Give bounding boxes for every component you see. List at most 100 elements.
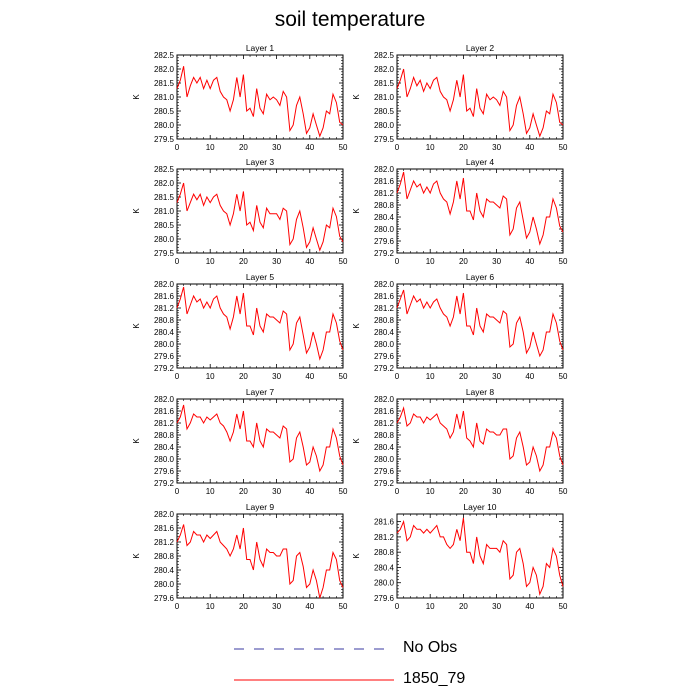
y-tick-label: 281.6 [374,177,395,186]
x-tick-label: 0 [175,143,180,152]
plot-frame [176,398,344,484]
y-tick-label: 280.0 [154,580,175,589]
y-tick-label: 282.0 [374,280,395,289]
y-tick-label: 280.4 [154,328,175,337]
x-tick-label: 30 [492,257,501,266]
series-line-layer-6 [396,289,564,358]
y-tick-label: 280.5 [154,107,175,116]
y-tick-label: 280.8 [374,316,395,325]
x-tick-label: 40 [525,487,534,496]
y-tick-label: 281.2 [154,304,175,313]
y-tick-label: 280.8 [374,201,395,210]
plot-frame [396,398,564,484]
x-tick-label: 10 [206,372,215,381]
plot-frame [176,513,344,599]
x-tick-label: 20 [459,143,468,152]
plot-frame [396,168,564,254]
y-tick-label: 279.6 [154,594,175,603]
y-tick-label: 281.6 [154,407,175,416]
legend-swatch-no-obs [234,648,394,650]
plot-frame [396,513,564,599]
y-axis-label: K [352,438,361,444]
x-tick-label: 50 [339,257,348,266]
x-tick-label: 10 [426,487,435,496]
panel-title: Layer 1 [246,43,275,53]
panel-layer-8: Layer 8 K 279.2 279.6 280.0 280.4 280.8 281.2 28… [352,387,568,496]
y-axis-label: K [352,553,361,559]
y-tick-label: 280.8 [154,552,175,561]
y-tick-label: 279.2 [154,479,175,488]
y-tick-label: 280.0 [154,235,175,244]
y-tick-label: 282.0 [154,65,175,74]
y-tick-label: 280.8 [154,431,175,440]
y-tick-label: 279.6 [374,467,395,476]
panel-title: Layer 3 [246,157,275,167]
x-tick-label: 0 [395,257,400,266]
y-tick-label: 281.0 [374,93,395,102]
y-tick-label: 279.2 [154,364,175,373]
panel-layer-7: Layer 7 K 279.2 279.6 280.0 280.4 280.8 281.2 28… [132,387,348,496]
x-tick-label: 10 [206,487,215,496]
y-tick-label: 280.0 [374,121,395,130]
y-tick-label: 282.0 [154,510,175,519]
x-tick-label: 20 [459,487,468,496]
panel-layer-6: Layer 6 K 279.2 279.6 280.0 280.4 280.8 281.2 28… [352,272,568,381]
series-line-layer-4 [396,171,564,246]
panel-title: Layer 6 [466,272,495,282]
y-axis-label: K [132,553,141,559]
y-axis-label: K [132,323,141,329]
y-tick-label: 280.0 [374,579,395,588]
y-tick-label: 281.6 [154,524,175,533]
y-tick-label: 280.4 [154,443,175,452]
panel-layer-9: Layer 9 K 279.6 280.0 280.4 280.8 281.2 281.6 28… [132,502,348,611]
y-tick-label: 282.0 [374,395,395,404]
x-tick-label: 10 [426,143,435,152]
y-tick-label: 280.5 [374,107,395,116]
x-tick-label: 20 [239,372,248,381]
legend-label-no-obs: No Obs [403,639,458,656]
x-tick-label: 40 [305,487,314,496]
plot-frame [396,54,564,140]
x-tick-label: 40 [305,602,314,611]
y-tick-label: 281.0 [154,207,175,216]
y-tick-label: 280.0 [154,340,175,349]
panel-title: Layer 8 [466,387,495,397]
legend-swatch-1850-79 [234,679,394,681]
y-tick-label: 279.2 [374,364,395,373]
series-line-layer-2 [396,68,564,138]
y-tick-label: 282.0 [154,395,175,404]
x-tick-label: 50 [559,487,568,496]
x-tick-label: 10 [426,602,435,611]
x-tick-label: 50 [559,257,568,266]
y-axis-label: K [352,94,361,100]
x-tick-label: 50 [559,372,568,381]
panel-title: Layer 10 [463,502,496,512]
y-axis-label: K [132,94,141,100]
y-tick-label: 280.0 [374,225,395,234]
y-tick-label: 281.5 [154,79,175,88]
y-tick-label: 282.5 [154,165,175,174]
y-tick-label: 282.0 [374,65,395,74]
x-tick-label: 0 [395,487,400,496]
y-tick-label: 282.0 [154,179,175,188]
panel-layer-5: Layer 5 K 279.2 279.6 280.0 280.4 280.8 281.2 28… [132,272,348,381]
x-tick-label: 40 [305,257,314,266]
panel-layer-4: Layer 4 K 279.2 279.6 280.0 280.4 280.8 281.2 28… [352,157,568,266]
y-tick-label: 279.6 [374,352,395,361]
panel-title: Layer 2 [466,43,495,53]
x-tick-label: 20 [239,143,248,152]
x-tick-label: 10 [426,372,435,381]
y-tick-label: 279.2 [374,249,395,258]
x-tick-label: 10 [206,602,215,611]
x-tick-label: 20 [459,602,468,611]
y-tick-label: 279.6 [154,352,175,361]
y-tick-label: 280.0 [154,455,175,464]
plot-frame [176,54,344,140]
x-tick-label: 20 [239,257,248,266]
legend-label-1850-79: 1850_79 [403,670,466,687]
x-tick-label: 40 [525,372,534,381]
y-tick-label: 281.6 [154,292,175,301]
y-tick-label: 280.4 [154,566,175,575]
y-tick-label: 279.6 [154,467,175,476]
plot-frame [396,283,564,369]
